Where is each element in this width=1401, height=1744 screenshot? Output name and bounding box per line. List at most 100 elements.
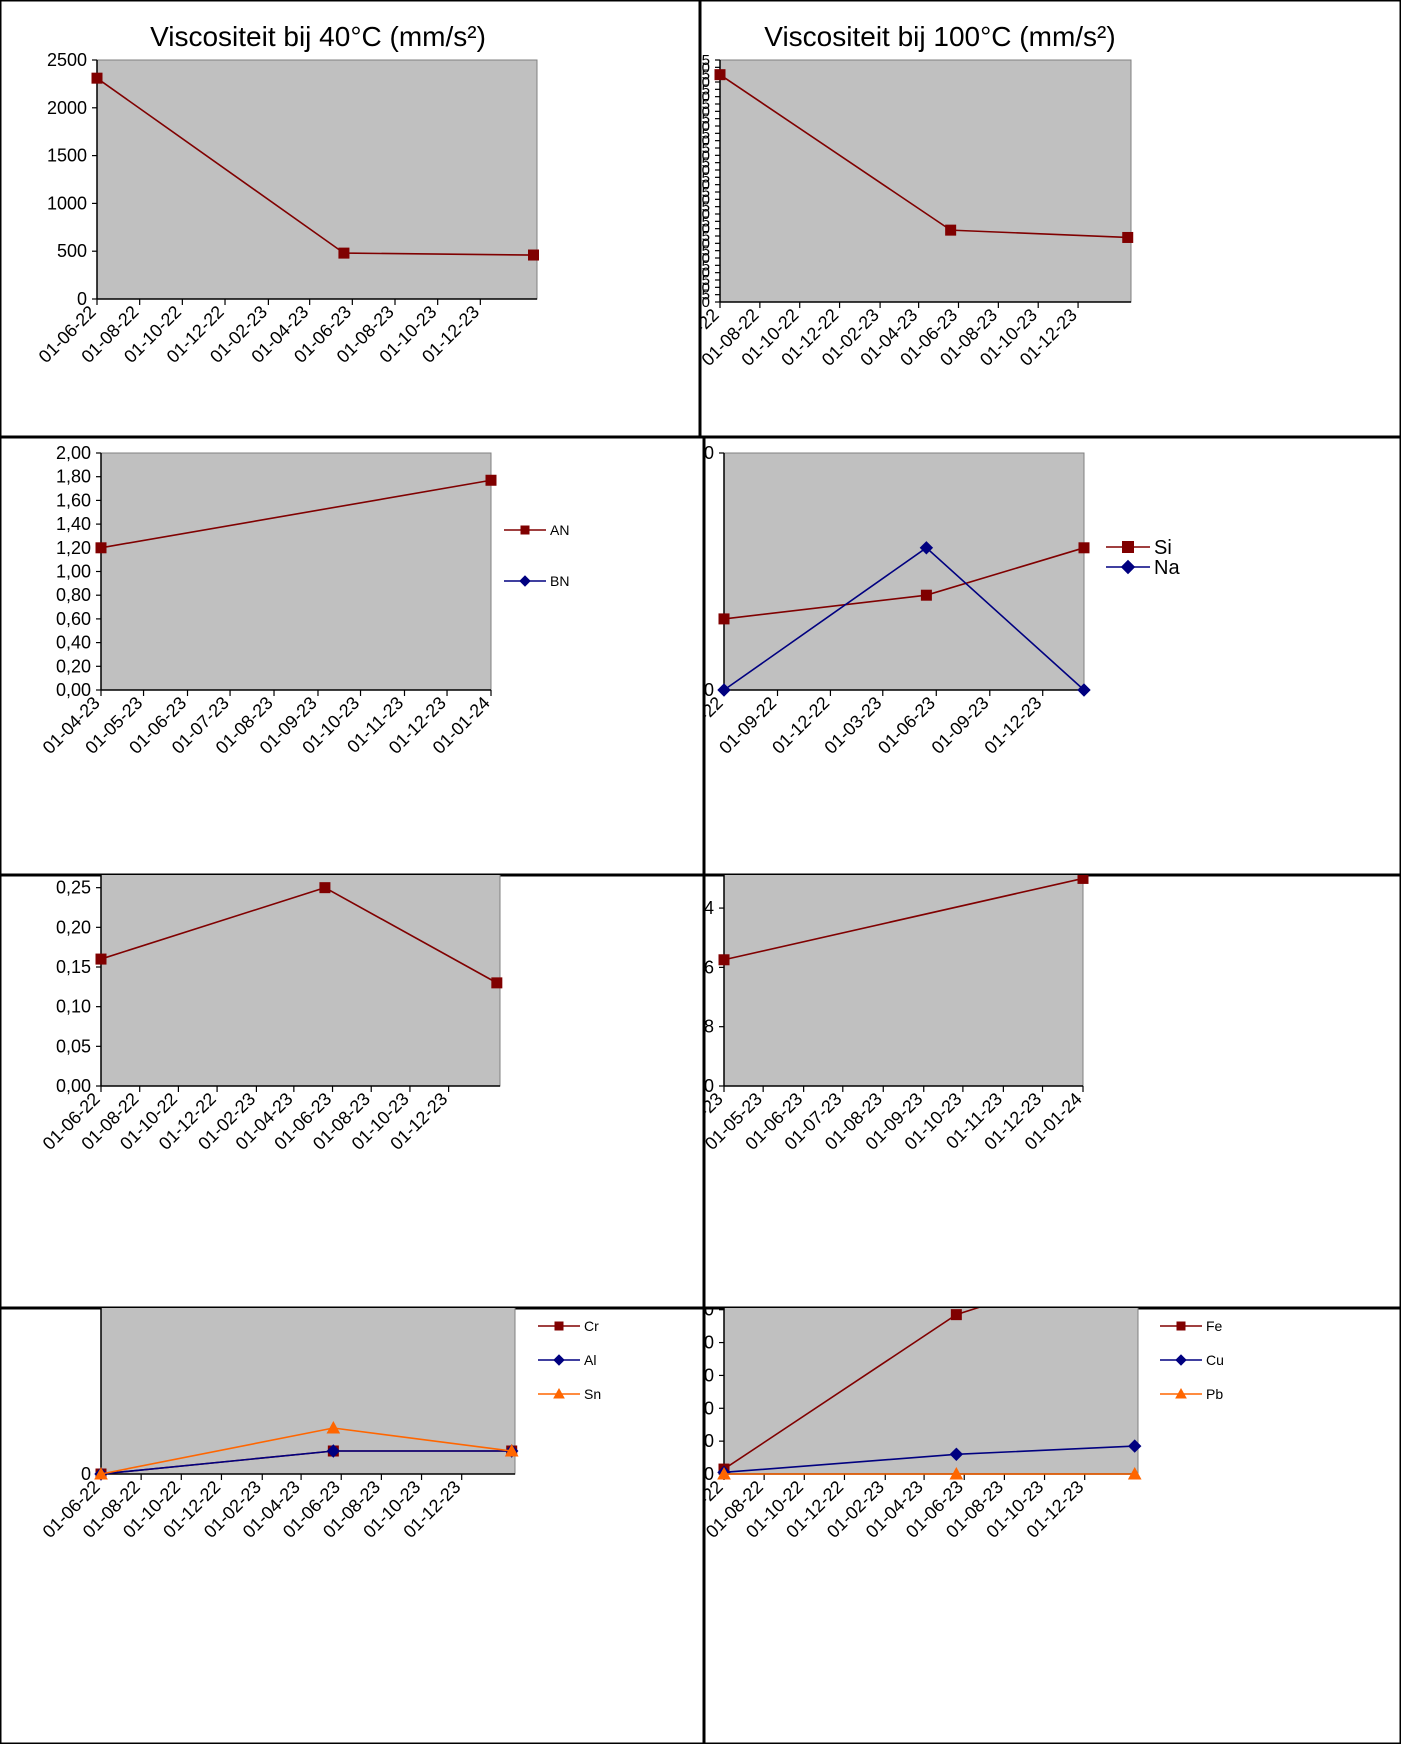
y-tick-label: 10 [700, 279, 710, 296]
y-tick-label: 100 [704, 1308, 714, 1320]
x-axis-ticks: 01-06-2201-08-2201-10-2201-12-2201-02-23… [39, 1086, 451, 1154]
y-tick-label: 100 [700, 147, 710, 164]
y-tick-label: 0 [704, 1464, 714, 1484]
y-tick-label: 5 [702, 287, 710, 304]
x-axis-ticks: 01-06-2201-08-2201-10-2201-12-2201-02-23… [39, 1474, 465, 1542]
series-group [91, 72, 540, 261]
data-point [949, 1447, 964, 1461]
y-axis-ticks: 0,00 0,20 0,40 0,60 0,80 1,00 1,20 1,40 1,60 1,80… [56, 443, 101, 700]
y-tick-label: 20 [700, 265, 710, 282]
series-group [95, 474, 497, 554]
legend-label: Cu [1206, 1352, 1224, 1368]
y-tick-label: 0 [81, 1464, 91, 1484]
chart-cell-border [700, 0, 1401, 437]
y-tick-label: 1500 [47, 146, 87, 166]
legend-marker [553, 1354, 565, 1366]
legend-label: Fe [1206, 1318, 1223, 1334]
y-tick-label: 150 [700, 74, 710, 91]
data-point [949, 1466, 964, 1480]
y-tick-label: 130 [700, 103, 710, 120]
x-tick-label: 01-09-23 [928, 693, 993, 758]
y-tick-label: 15 [700, 272, 710, 289]
legend-marker [1122, 541, 1134, 553]
series-line [723, 877, 1084, 961]
legend: Fe Cu Pb [1160, 1318, 1224, 1402]
legend-marker [520, 525, 530, 535]
y-tick-label: 30 [700, 250, 710, 267]
chart-pq-index: PQ index07815623431301-04-2301-05-2301-0… [704, 875, 1401, 1308]
y-tick-label: 125 [700, 111, 710, 128]
data-point [1078, 542, 1090, 554]
legend-marker [1175, 1387, 1187, 1399]
y-tick-label: 95 [700, 155, 710, 172]
series-group [717, 541, 1091, 697]
y-tick-label: 25 [700, 257, 710, 274]
y-tick-label: 80 [704, 1333, 714, 1353]
data-point [491, 977, 503, 989]
y-tick-label: 70 [700, 191, 710, 208]
y-tick-label: 45 [700, 228, 710, 245]
y-tick-label: 0,40 [56, 633, 91, 653]
y-tick-label: 1,00 [56, 562, 91, 582]
x-axis-ticks: 01-04-2301-05-2301-06-2301-07-2301-08-23… [704, 1086, 1086, 1154]
data-point [319, 882, 331, 894]
x-tick-label: 01-09-22 [715, 693, 780, 758]
series-line [100, 479, 492, 549]
y-tick-label: 20 [704, 1431, 714, 1451]
x-axis-ticks: 01-06-2201-09-2201-12-2201-03-2301-06-23… [704, 690, 1046, 758]
legend-label: Na [1154, 557, 1180, 579]
y-tick-label: 55 [700, 213, 710, 230]
x-tick-label: 01-06-23 [874, 693, 939, 758]
y-tick-label: 85 [700, 169, 710, 186]
x-axis-ticks: 01-06-2201-08-2201-10-2201-12-2201-02-23… [35, 299, 483, 367]
y-axis-ticks: 0510152025303540455055606570758085909510… [700, 52, 720, 311]
plot-area [723, 452, 1085, 691]
chart-cell-border [0, 0, 700, 437]
y-tick-label: 40 [704, 1398, 714, 1418]
y-tick-label: 75 [700, 184, 710, 201]
y-tick-label: 0,25 [56, 878, 91, 898]
x-tick-label: 01-03-23 [821, 693, 886, 758]
data-point [717, 683, 731, 697]
data-point [94, 1466, 108, 1480]
y-axis-ticks: 020406080100120140 [704, 1308, 724, 1484]
y-axis-ticks: 0 10 [704, 443, 724, 700]
series-group [714, 69, 1134, 243]
x-axis-ticks: 01-06-2201-08-2201-10-2201-12-2201-02-23… [700, 302, 1081, 370]
y-tick-label: 80 [700, 177, 710, 194]
data-point [919, 541, 934, 555]
x-tick-label: 01-12-23 [980, 693, 1045, 758]
y-axis-ticks: 078156234313 [704, 898, 724, 1096]
y-tick-label: 140 [700, 89, 710, 106]
y-tick-label: 0,05 [56, 1036, 91, 1056]
y-tick-label: 60 [700, 206, 710, 223]
data-point [945, 224, 957, 236]
data-point [718, 613, 730, 625]
y-tick-label: 1,60 [56, 490, 91, 510]
y-tick-label: 50 [700, 221, 710, 238]
chart-wear-elements-cr-al-sn: Slijtage-elementen (ppm)01001-06-2201-08… [0, 1308, 704, 1744]
y-tick-label: 1,80 [56, 467, 91, 487]
legend: Cr Al Sn [538, 1318, 601, 1402]
legend-label: Pb [1206, 1386, 1223, 1402]
y-tick-label: 234 [704, 898, 714, 918]
legend-marker [519, 575, 531, 587]
data-point [326, 1420, 341, 1434]
y-tick-label: 1000 [47, 193, 87, 213]
y-tick-label: 0,15 [56, 957, 91, 977]
legend-marker [554, 1321, 564, 1331]
data-point [718, 954, 730, 966]
y-tick-label: 1,40 [56, 514, 91, 534]
y-tick-label: 115 [700, 125, 710, 142]
y-tick-label: 160 [700, 59, 710, 76]
y-tick-label: 0,20 [56, 656, 91, 676]
plot-area [723, 875, 1084, 1087]
legend-marker [553, 1387, 565, 1399]
data-point [1077, 683, 1091, 697]
plot-area [100, 452, 492, 691]
y-tick-label: 105 [700, 140, 710, 157]
plot-area [719, 59, 1132, 303]
data-point [338, 247, 350, 259]
plot-area [723, 1308, 1139, 1475]
